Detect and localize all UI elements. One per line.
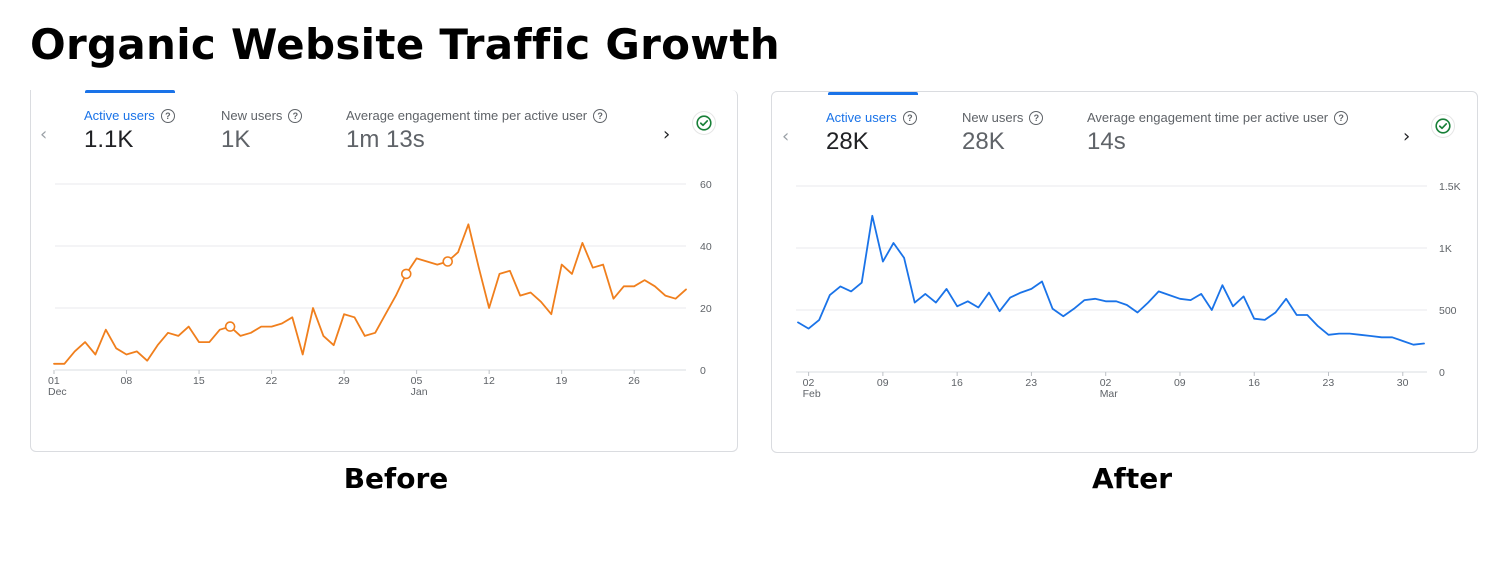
x-tick-label: 12 [483,375,495,387]
check-circle-icon [1431,114,1455,138]
before-caption: Before [343,462,449,495]
active-tab-indicator [828,92,918,95]
x-tick-label: 01 [48,375,60,387]
help-circle-icon[interactable]: ? [1334,110,1349,125]
x-tick-label: 09 [877,377,889,389]
y-tick-label: 0 [1439,367,1445,379]
y-tick-label: 20 [700,303,712,315]
x-tick-label: 08 [121,375,133,387]
help-circle-icon[interactable]: ? [593,108,608,123]
metric-new-users[interactable]: New users ? 1K [221,108,303,154]
active-tab-indicator [85,90,175,93]
metric-new-users[interactable]: New users ? 28K [962,110,1044,156]
y-tick-label: 0 [700,365,706,377]
metric-value: 1K [221,126,251,153]
x-tick-label: 09 [1174,377,1186,389]
x-tick-label: 30 [1397,377,1409,389]
metric-label: Average engagement time per active user [346,108,588,123]
metric-value: 1m 13s [346,126,425,153]
metric-label: New users [962,110,1024,125]
chevron-left-icon[interactable]: ‹ [40,124,48,145]
x-tick-label: 02 [803,377,815,389]
x-tick-label: 05 [411,375,423,387]
data-point-marker [224,321,236,332]
x-tick-label: 16 [1248,377,1260,389]
metric-label: New users [221,108,283,123]
chevron-right-icon[interactable]: › [1403,126,1411,147]
page-title: Organic Website Traffic Growth [30,20,780,69]
x-tick-label: 26 [628,375,640,387]
y-tick-label: 1K [1439,243,1452,255]
x-tick-month-label: Dec [48,386,67,398]
y-tick-label: 40 [700,241,712,253]
x-tick-month-label: Feb [803,388,821,400]
metric-label: Active users [84,108,155,123]
x-tick-label: 16 [951,377,963,389]
help-circle-icon[interactable]: ? [160,108,175,123]
help-circle-icon[interactable]: ? [902,110,917,125]
y-tick-label: 60 [700,179,712,191]
chevron-right-icon[interactable]: › [663,124,671,145]
chevron-left-icon[interactable]: ‹ [782,126,790,147]
data-point-marker [442,256,454,267]
series-line [53,223,687,365]
metric-avg-engagement-time[interactable]: Average engagement time per active user … [1087,110,1349,156]
x-tick-label: 22 [266,375,278,387]
x-tick-label: 23 [1323,377,1335,389]
help-circle-icon[interactable]: ? [288,108,303,123]
metric-label: Active users [826,110,897,125]
x-tick-label: 15 [193,375,205,387]
metric-value: 28K [962,128,1005,155]
x-tick-month-label: Mar [1100,388,1119,400]
metric-label: Average engagement time per active user [1087,110,1329,125]
after-analytics-card: ‹ Active users ? 28K New users ? 28K Ave… [771,91,1478,453]
x-tick-label: 02 [1100,377,1112,389]
metric-active-users[interactable]: Active users ? 28K [826,110,917,156]
after-caption: After [1091,462,1173,495]
metric-value: 28K [826,128,869,155]
metric-active-users[interactable]: Active users ? 1.1K [84,108,175,154]
series-line [797,214,1425,346]
x-tick-label: 29 [338,375,350,387]
y-tick-label: 1.5K [1439,181,1461,193]
y-tick-label: 500 [1439,305,1457,317]
x-tick-label: 23 [1025,377,1037,389]
check-circle-icon [692,111,716,135]
before-analytics-card: ‹ Active users ? 1.1K New users ? 1K Ave… [30,90,738,452]
data-point-marker [400,268,412,280]
x-tick-month-label: Jan [411,386,428,398]
metric-value: 1.1K [84,126,134,153]
help-circle-icon[interactable]: ? [1029,110,1044,125]
x-tick-label: 19 [556,375,568,387]
metric-avg-engagement-time[interactable]: Average engagement time per active user … [346,108,608,154]
metric-value: 14s [1087,128,1126,155]
